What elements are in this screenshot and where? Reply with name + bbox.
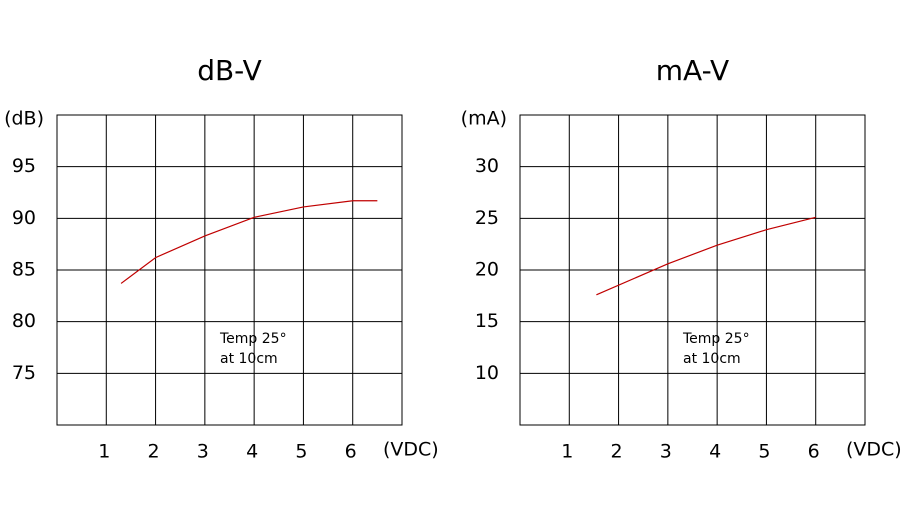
data-line	[596, 216, 816, 296]
annotation: Temp 25°	[219, 331, 287, 347]
x-tick-label: 2	[611, 441, 623, 463]
x-tick-label: 6	[345, 441, 357, 463]
y-tick-label: 15	[475, 310, 499, 332]
y-tick-label: 75	[12, 362, 36, 384]
x-tick-label: 1	[561, 441, 573, 463]
x-tick-label: 3	[660, 441, 672, 463]
x-tick-label: 6	[808, 441, 820, 463]
annotation: at 10cm	[220, 351, 278, 367]
y-tick-label: 95	[12, 155, 36, 177]
chart-title: mA-V	[656, 54, 729, 87]
data-line	[120, 200, 378, 284]
y-tick-label: 10	[475, 362, 499, 384]
chart-title: dB-V	[197, 54, 262, 87]
y-tick-label: 80	[12, 310, 36, 332]
y-axis-label: (dB)	[4, 108, 44, 130]
x-tick-label: 5	[758, 441, 770, 463]
x-tick-label: 1	[98, 441, 110, 463]
y-tick-label: 20	[475, 259, 499, 281]
x-tick-label: 2	[148, 441, 160, 463]
x-axis-label: (VDC)	[383, 439, 439, 461]
x-axis-label: (VDC)	[846, 439, 902, 461]
y-tick-label: 90	[12, 207, 36, 229]
y-tick-label: 85	[12, 259, 36, 281]
x-tick-label: 4	[709, 441, 721, 463]
x-tick-label: 3	[197, 441, 209, 463]
x-tick-label: 5	[295, 441, 307, 463]
x-tick-label: 4	[246, 441, 258, 463]
y-tick-label: 25	[475, 207, 499, 229]
annotation: at 10cm	[683, 351, 741, 367]
y-axis-label: (mA)	[461, 108, 507, 130]
annotation: Temp 25°	[682, 331, 750, 347]
y-tick-label: 30	[475, 155, 499, 177]
